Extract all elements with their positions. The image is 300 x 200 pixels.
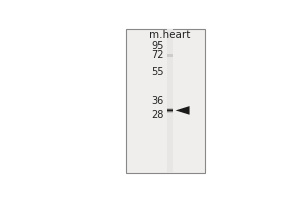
Bar: [167, 29, 173, 173]
Text: m.heart: m.heart: [149, 30, 191, 40]
Bar: [205, 24, 270, 178]
Bar: [167, 54, 173, 57]
Polygon shape: [176, 106, 190, 115]
Text: 95: 95: [151, 41, 164, 51]
Text: 36: 36: [151, 96, 164, 106]
Text: 72: 72: [151, 50, 164, 60]
Text: 28: 28: [151, 110, 164, 120]
Bar: [38, 24, 126, 178]
Bar: [126, 29, 205, 173]
Text: 55: 55: [151, 67, 164, 77]
